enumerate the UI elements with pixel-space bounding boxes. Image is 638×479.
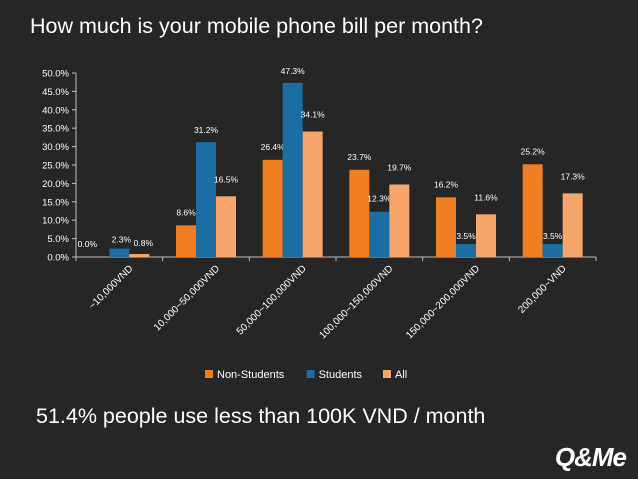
- bar: [302, 131, 323, 257]
- data-label: 11.6%: [474, 192, 498, 202]
- bar: [369, 211, 390, 257]
- bar: [282, 82, 303, 257]
- legend-swatch: [205, 370, 213, 378]
- bar: [176, 225, 196, 257]
- y-tick-label: 20.0%: [42, 179, 69, 190]
- y-tick-label: 25.0%: [42, 161, 69, 172]
- legend-label: Non-Students: [217, 369, 285, 381]
- data-label: 2.3%: [112, 235, 132, 245]
- data-label: 19.7%: [387, 163, 412, 173]
- category-label: 200,000~VND: [516, 263, 568, 315]
- data-label: 34.1%: [301, 110, 326, 120]
- legend-label: All: [395, 369, 407, 381]
- y-tick-label: 30.0%: [42, 142, 69, 153]
- chart-title: How much is your mobile phone bill per m…: [30, 14, 483, 38]
- data-label: 23.7%: [347, 152, 372, 162]
- category-label: 50,000~100,000VND: [235, 263, 309, 337]
- category-label: ~10,000VND: [87, 263, 135, 311]
- bar: [349, 169, 370, 257]
- y-tick-label: 35.0%: [42, 124, 69, 135]
- bar: [196, 142, 216, 257]
- data-label: 0.8%: [134, 238, 154, 248]
- legend-label: Students: [319, 369, 363, 381]
- y-tick-label: 0.0%: [47, 253, 69, 264]
- bar: [456, 244, 476, 257]
- data-label: 3.5%: [456, 231, 476, 241]
- bar: [262, 159, 283, 257]
- bar: [562, 193, 583, 257]
- bar: [476, 214, 496, 257]
- y-tick-label: 15.0%: [42, 197, 69, 208]
- brand-logo: Q&Me: [554, 442, 627, 472]
- data-label: 16.5%: [214, 174, 239, 184]
- data-label: 8.6%: [176, 207, 196, 217]
- y-tick-label: 50.0%: [42, 69, 69, 80]
- bar: [109, 248, 130, 257]
- bar: [129, 254, 150, 257]
- category-label: 10,000~50,000VND: [152, 263, 222, 333]
- bar: [389, 184, 410, 257]
- data-label: 26.4%: [261, 142, 286, 152]
- data-label: 47.3%: [281, 66, 306, 76]
- data-label: 16.2%: [434, 179, 459, 189]
- y-tick-label: 40.0%: [42, 105, 69, 116]
- data-label: 12.3%: [367, 194, 392, 204]
- data-label: 31.2%: [194, 125, 219, 135]
- y-tick-label: 10.0%: [42, 216, 69, 227]
- legend-swatch: [383, 370, 391, 378]
- legend-swatch: [306, 370, 315, 378]
- y-tick-label: 5.0%: [47, 234, 69, 245]
- data-label: 25.2%: [521, 146, 546, 156]
- bar: [216, 196, 236, 257]
- category-label: 100,000~150,000VND: [317, 263, 395, 341]
- summary-text: 51.4% people use less than 100K VND / mo…: [36, 404, 486, 428]
- data-label: 0.0%: [78, 239, 98, 249]
- bar: [436, 197, 456, 257]
- bar: [542, 244, 563, 257]
- y-tick-label: 45.0%: [42, 87, 69, 98]
- bar: [522, 164, 543, 257]
- data-label: 17.3%: [561, 171, 586, 181]
- category-label: 150,000~200,000VND: [404, 263, 482, 341]
- data-label: 3.5%: [543, 231, 563, 241]
